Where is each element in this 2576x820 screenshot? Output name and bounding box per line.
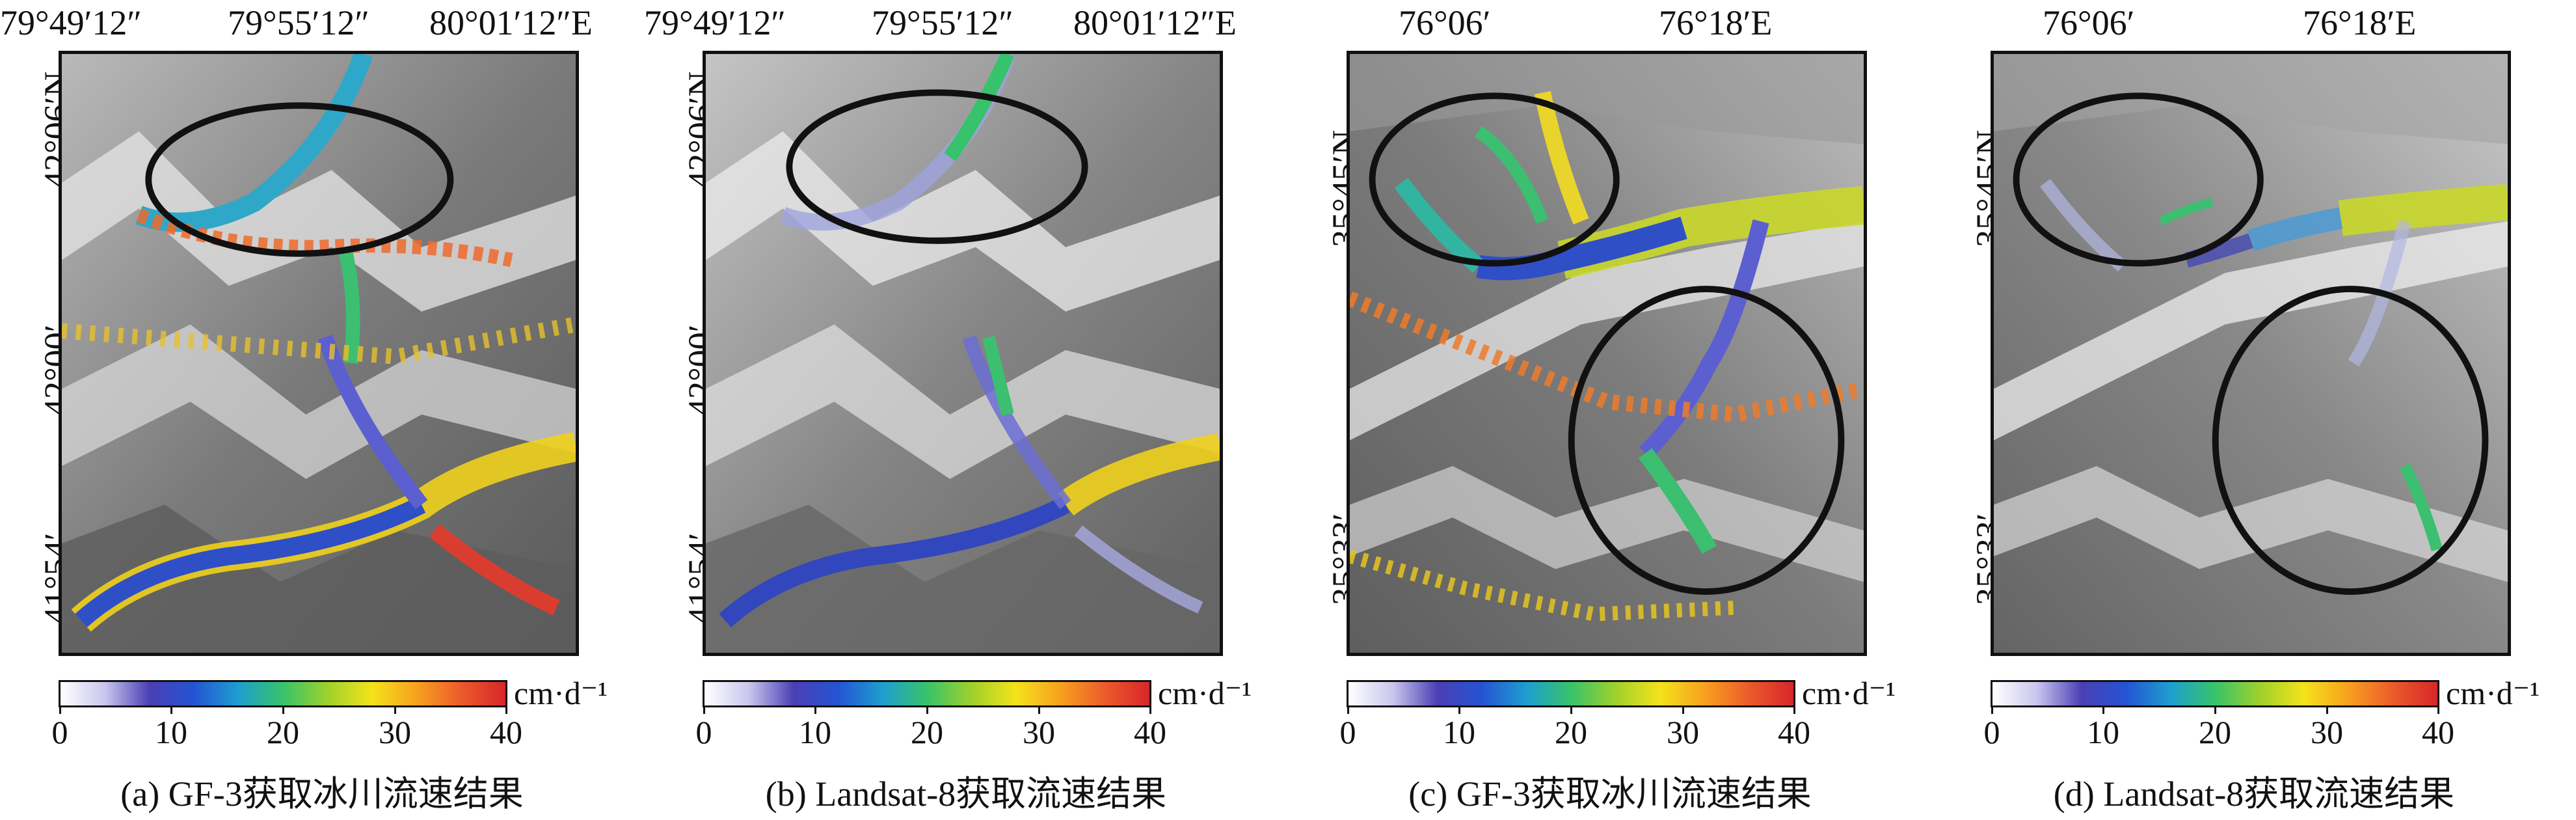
colorbar-tick: 20 <box>2199 714 2231 750</box>
colorbar-tick: 30 <box>2311 714 2343 750</box>
colorbar-tick: 0 <box>51 714 68 750</box>
colorbar-tick: 10 <box>155 714 187 750</box>
colorbar <box>703 680 1151 707</box>
panel-a: 79°49′12″ 79°55′12″ 80°01′12″E 42°06′N 4… <box>0 0 644 820</box>
panel-caption: (a) GF-3获取冰川流速结果 <box>120 774 524 813</box>
lon-tick-1: 76°06′ <box>1399 3 1491 42</box>
lon-tick-2: 79°55′12″ <box>228 3 369 42</box>
lon-tick-2: 79°55′12″ <box>872 3 1013 42</box>
colorbar-tick: 40 <box>2422 714 2454 750</box>
colorbar-tick: 40 <box>1778 714 1810 750</box>
colorbar-tick: 30 <box>1667 714 1699 750</box>
colorbar <box>1347 680 1795 707</box>
velocity-map <box>59 51 579 656</box>
colorbar-tick: 0 <box>1339 714 1356 750</box>
lon-tick-2: 76°18′E <box>2303 3 2417 42</box>
panel-d: 76°06′ 76°18′E 35°45′N 35°33′ cm·d⁻¹ <box>1932 0 2576 820</box>
colorbar-tick: 0 <box>695 714 712 750</box>
panel-c: 76°06′ 76°18′E 35°45′N 35°33′ <box>1288 0 1932 820</box>
panel-b: 79°49′12″ 79°55′12″ 80°01′12″E 42°06′N 4… <box>644 0 1288 820</box>
colorbar <box>1991 680 2439 707</box>
lon-tick-3: 80°01′12″E <box>429 3 593 42</box>
colorbar-tick: 10 <box>2087 714 2119 750</box>
colorbar-tick: 20 <box>1555 714 1587 750</box>
lon-tick-2: 76°18′E <box>1659 3 1773 42</box>
colorbar-tick: 40 <box>1134 714 1166 750</box>
colorbar-tick: 40 <box>490 714 522 750</box>
colorbar-unit: cm·d⁻¹ <box>1802 675 1896 711</box>
velocity-map <box>703 51 1223 656</box>
colorbar-tick: 20 <box>911 714 943 750</box>
lon-tick-1: 76°06′ <box>2043 3 2135 42</box>
colorbar-tick: 10 <box>1443 714 1475 750</box>
colorbar-tick: 0 <box>1983 714 2000 750</box>
colorbar-unit: cm·d⁻¹ <box>2446 675 2540 711</box>
lon-tick-1: 79°49′12″ <box>0 3 142 42</box>
velocity-map <box>1347 51 1867 656</box>
velocity-map <box>1991 51 2511 656</box>
lon-tick-1: 79°49′12″ <box>644 3 786 42</box>
colorbar-tick: 10 <box>799 714 831 750</box>
panel-caption: (c) GF-3获取冰川流速结果 <box>1408 774 1812 813</box>
colorbar-tick: 20 <box>267 714 299 750</box>
lon-tick-3: 80°01′12″E <box>1073 3 1237 42</box>
colorbar-unit: cm·d⁻¹ <box>514 675 608 711</box>
colorbar-tick: 30 <box>1023 714 1055 750</box>
panel-caption: (b) Landsat-8获取流速结果 <box>765 774 1167 813</box>
panel-caption: (d) Landsat-8获取流速结果 <box>2053 774 2455 813</box>
colorbar <box>59 680 507 707</box>
colorbar-unit: cm·d⁻¹ <box>1158 675 1252 711</box>
colorbar-tick: 30 <box>379 714 411 750</box>
